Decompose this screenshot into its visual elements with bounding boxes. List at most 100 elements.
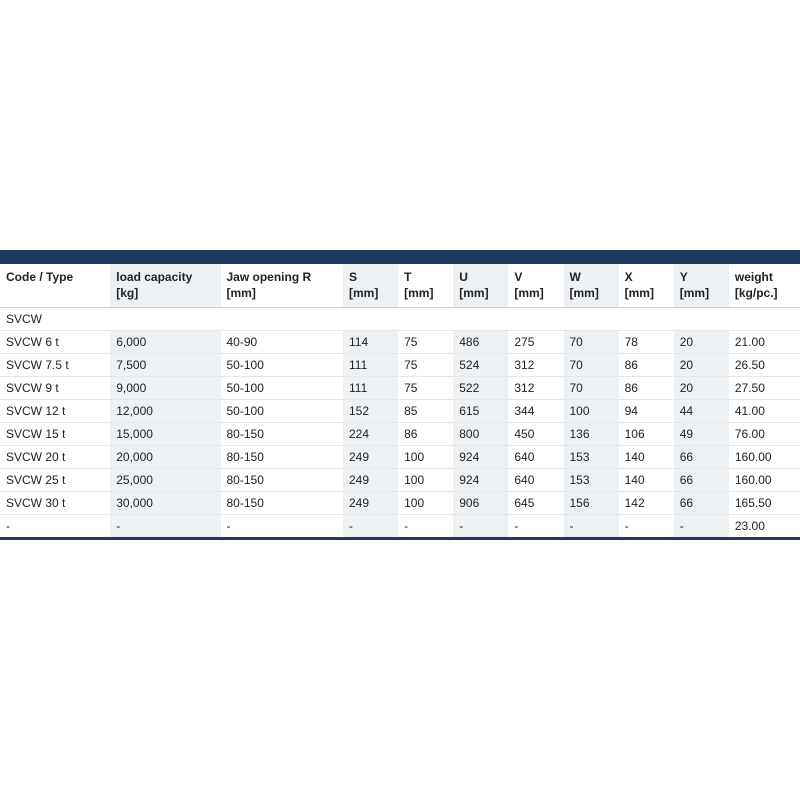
table-cell: 75 bbox=[398, 354, 453, 377]
col-header-line1: Code / Type bbox=[6, 270, 104, 286]
table-cell: 86 bbox=[619, 377, 674, 400]
table-row: SVCW 7.5 t7,50050-1001117552431270862026… bbox=[0, 354, 800, 377]
table-cell: 75 bbox=[398, 331, 453, 354]
table-cell: 275 bbox=[508, 331, 563, 354]
table-cell: 15,000 bbox=[110, 423, 220, 446]
table-cell: 66 bbox=[674, 446, 729, 469]
table-cell: 26.50 bbox=[729, 354, 800, 377]
table-section-row: SVCW bbox=[0, 308, 800, 331]
table-row: SVCW 6 t6,00040-901147548627570782021.00 bbox=[0, 331, 800, 354]
table-cell: 645 bbox=[508, 492, 563, 515]
table-cell: 25,000 bbox=[110, 469, 220, 492]
table-cell: 75 bbox=[398, 377, 453, 400]
table-cell: - bbox=[619, 515, 674, 538]
table-cell: 80-150 bbox=[221, 469, 344, 492]
table-cell: 44 bbox=[674, 400, 729, 423]
table-header: Code / Typeload capacity[kg]Jaw opening … bbox=[0, 264, 800, 308]
table-cell: 94 bbox=[619, 400, 674, 423]
table-cell: 100 bbox=[564, 400, 619, 423]
col-header: W[mm] bbox=[564, 264, 619, 308]
table-cell: SVCW 30 t bbox=[0, 492, 110, 515]
table-bottom-bar bbox=[0, 537, 800, 540]
table-cell: 100 bbox=[398, 492, 453, 515]
table-cell: 640 bbox=[508, 446, 563, 469]
col-header-line2: [mm] bbox=[625, 286, 668, 302]
table-cell: 100 bbox=[398, 469, 453, 492]
table-cell: 111 bbox=[343, 377, 398, 400]
table-body: SVCWSVCW 6 t6,00040-90114754862757078202… bbox=[0, 308, 800, 538]
col-header-line2: [kg/pc.] bbox=[735, 286, 794, 302]
col-header-line2: [mm] bbox=[227, 286, 338, 302]
table-cell: 152 bbox=[343, 400, 398, 423]
table-cell: 615 bbox=[453, 400, 508, 423]
col-header: weight[kg/pc.] bbox=[729, 264, 800, 308]
table-cell: 76.00 bbox=[729, 423, 800, 446]
table-cell: 78 bbox=[619, 331, 674, 354]
table-cell: 9,000 bbox=[110, 377, 220, 400]
col-header-line1: weight bbox=[735, 270, 794, 286]
table-cell: 20 bbox=[674, 377, 729, 400]
table-cell: 66 bbox=[674, 492, 729, 515]
spec-table-container: Code / Typeload capacity[kg]Jaw opening … bbox=[0, 0, 800, 540]
col-header-line1: V bbox=[514, 270, 557, 286]
col-header-line1: Jaw opening R bbox=[227, 270, 338, 286]
table-cell: - bbox=[0, 515, 110, 538]
col-header-line1: load capacity bbox=[116, 270, 214, 286]
table-cell: 20 bbox=[674, 354, 729, 377]
table-cell: 142 bbox=[619, 492, 674, 515]
table-cell: SVCW 7.5 t bbox=[0, 354, 110, 377]
col-header: S[mm] bbox=[343, 264, 398, 308]
table-cell: - bbox=[508, 515, 563, 538]
table-cell: 924 bbox=[453, 469, 508, 492]
table-cell: 156 bbox=[564, 492, 619, 515]
table-cell: 522 bbox=[453, 377, 508, 400]
table-cell: SVCW 20 t bbox=[0, 446, 110, 469]
table-cell: 906 bbox=[453, 492, 508, 515]
table-cell: 249 bbox=[343, 446, 398, 469]
table-cell: SVCW 9 t bbox=[0, 377, 110, 400]
table-cell: SVCW 25 t bbox=[0, 469, 110, 492]
col-header-line2: [mm] bbox=[514, 286, 557, 302]
table-row: SVCW 9 t9,00050-1001117552231270862027.5… bbox=[0, 377, 800, 400]
col-header-line2: [mm] bbox=[459, 286, 502, 302]
table-cell: 85 bbox=[398, 400, 453, 423]
table-cell: 140 bbox=[619, 446, 674, 469]
table-cell: 80-150 bbox=[221, 446, 344, 469]
col-header: T[mm] bbox=[398, 264, 453, 308]
table-cell: 160.00 bbox=[729, 446, 800, 469]
table-cell: - bbox=[564, 515, 619, 538]
col-header: Jaw opening R[mm] bbox=[221, 264, 344, 308]
col-header: Y[mm] bbox=[674, 264, 729, 308]
table-cell: 111 bbox=[343, 354, 398, 377]
table-cell: - bbox=[398, 515, 453, 538]
table-cell: 6,000 bbox=[110, 331, 220, 354]
col-header-line2: [mm] bbox=[349, 286, 392, 302]
table-cell: 30,000 bbox=[110, 492, 220, 515]
table-cell: 165.50 bbox=[729, 492, 800, 515]
table-cell: SVCW 6 t bbox=[0, 331, 110, 354]
col-header: load capacity[kg] bbox=[110, 264, 220, 308]
table-cell: 249 bbox=[343, 469, 398, 492]
table-cell: 20 bbox=[674, 331, 729, 354]
table-top-bar bbox=[0, 250, 800, 264]
table-cell: 50-100 bbox=[221, 400, 344, 423]
table-cell: 344 bbox=[508, 400, 563, 423]
table-cell: 486 bbox=[453, 331, 508, 354]
table-cell: 136 bbox=[564, 423, 619, 446]
table-cell: - bbox=[453, 515, 508, 538]
table-cell: 70 bbox=[564, 354, 619, 377]
table-cell: 66 bbox=[674, 469, 729, 492]
col-header-line1: X bbox=[625, 270, 668, 286]
table-row: ----------23.00 bbox=[0, 515, 800, 538]
table-cell: 100 bbox=[398, 446, 453, 469]
table-cell: - bbox=[343, 515, 398, 538]
table-cell: 924 bbox=[453, 446, 508, 469]
table-cell: 41.00 bbox=[729, 400, 800, 423]
table-cell: 20,000 bbox=[110, 446, 220, 469]
table-cell: 70 bbox=[564, 377, 619, 400]
table-cell: 12,000 bbox=[110, 400, 220, 423]
table-cell: SVCW 15 t bbox=[0, 423, 110, 446]
table-row: SVCW 30 t30,00080-1502491009066451561426… bbox=[0, 492, 800, 515]
table-row: SVCW 12 t12,00050-1001528561534410094444… bbox=[0, 400, 800, 423]
table-cell: 50-100 bbox=[221, 354, 344, 377]
